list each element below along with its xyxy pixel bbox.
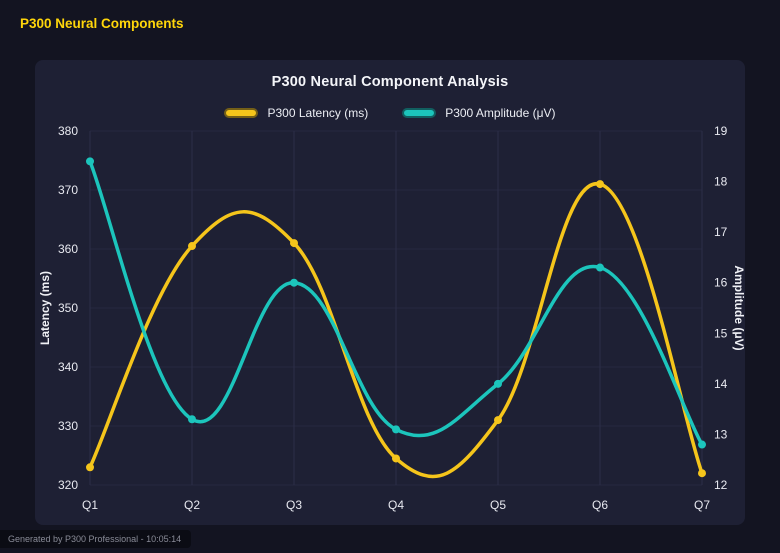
data-point[interactable]: [596, 263, 604, 272]
chart-panel: P300 Neural Component Analysis P300 Late…: [35, 60, 745, 525]
x-axis-label: Q1: [82, 498, 98, 512]
right-axis-tick: 19: [714, 124, 728, 138]
chart-legend: P300 Latency (ms) P300 Amplitude (μV): [35, 105, 745, 121]
right-axis-tick: 14: [714, 377, 728, 391]
data-point[interactable]: [392, 454, 400, 463]
line-chart: 320 330 340 350 360 370 380 12 13 14 15 16 17 18 19 Q1 Q…: [38, 124, 745, 512]
data-point[interactable]: [86, 157, 94, 166]
data-point[interactable]: [188, 242, 196, 251]
x-axis-label: Q6: [592, 498, 608, 512]
left-axis-tick: 330: [58, 419, 78, 433]
data-point[interactable]: [494, 379, 502, 388]
chart-title: P300 Neural Component Analysis: [271, 74, 509, 90]
right-axis-title: Amplitude (μV): [732, 265, 745, 350]
x-axis-label: Q4: [388, 498, 404, 512]
left-axis-tick: 340: [58, 360, 78, 374]
status-bar: Generated by P300 Professional - 10:05:1…: [0, 530, 192, 548]
right-axis-tick: 18: [714, 175, 728, 189]
page-title: P300 Neural Components: [20, 16, 184, 31]
x-axis-label: Q7: [694, 498, 710, 512]
legend-swatch: [402, 108, 437, 118]
data-point[interactable]: [392, 425, 400, 434]
data-point[interactable]: [86, 463, 94, 472]
x-axis-label: Q3: [286, 498, 302, 512]
x-axis-label: Q2: [184, 498, 200, 512]
legend-label: P300 Amplitude (μV): [445, 106, 556, 120]
legend-item[interactable]: P300 Amplitude (μV): [402, 106, 556, 120]
data-point[interactable]: [596, 180, 604, 189]
right-axis-tick: 13: [714, 427, 728, 441]
data-point[interactable]: [290, 239, 298, 248]
data-point[interactable]: [698, 469, 706, 478]
left-axis-tick: 320: [58, 478, 78, 492]
data-point[interactable]: [188, 415, 196, 424]
data-point[interactable]: [698, 440, 706, 449]
left-axis-title: Latency (ms): [38, 271, 52, 345]
left-axis-tick: 380: [58, 124, 78, 138]
data-point[interactable]: [494, 416, 502, 425]
right-axis-tick: 17: [714, 225, 728, 239]
left-axis-tick: 360: [58, 242, 78, 256]
right-axis-tick: 12: [714, 478, 728, 492]
legend-swatch: [224, 108, 259, 118]
data-point[interactable]: [290, 278, 298, 287]
x-axis-label: Q5: [490, 498, 506, 512]
right-axis-tick: 16: [714, 276, 728, 290]
right-axis-tick: 15: [714, 326, 728, 340]
legend-label: P300 Latency (ms): [267, 106, 369, 120]
legend-item[interactable]: P300 Latency (ms): [224, 106, 368, 120]
left-axis-tick: 370: [58, 183, 78, 197]
left-axis-tick: 350: [58, 301, 78, 315]
